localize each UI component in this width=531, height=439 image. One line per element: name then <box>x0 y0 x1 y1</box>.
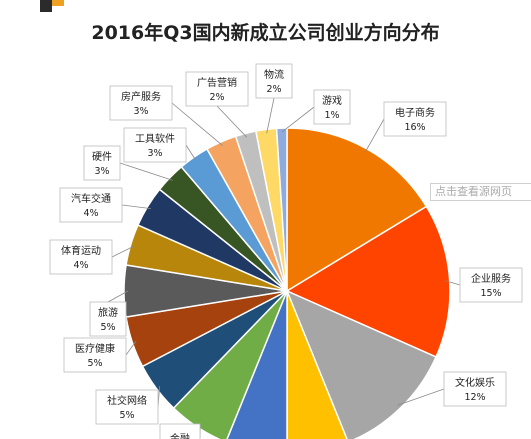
slice-label: 广告营销 <box>197 76 237 89</box>
data-label-box <box>95 389 159 425</box>
slice-label: 体育运动 <box>61 244 101 257</box>
data-label-box <box>255 63 293 99</box>
slice-value-label: 5% <box>87 358 102 369</box>
slice-value-label: 2% <box>209 92 224 103</box>
data-label-box <box>383 101 447 137</box>
data-label-box <box>63 337 127 373</box>
data-label-box <box>59 187 123 223</box>
leader-line <box>364 118 385 153</box>
slice-label: 旅游 <box>98 306 118 319</box>
slice-label: 电子商务 <box>395 106 435 119</box>
slice-value-label: 5% <box>100 322 115 333</box>
data-label-box <box>83 145 121 181</box>
data-label-box <box>159 423 201 439</box>
leader-line <box>171 102 223 146</box>
slice-value-label: 12% <box>464 392 485 403</box>
leader-line <box>185 144 197 161</box>
slice-label: 硬件 <box>92 151 112 163</box>
leader-line <box>107 290 129 303</box>
data-label-box <box>443 371 507 407</box>
leader-line <box>281 106 315 133</box>
slice-value-label: 3% <box>94 166 109 177</box>
leader-line <box>119 162 173 181</box>
pie-slice <box>286 290 348 439</box>
data-label-box <box>49 239 113 275</box>
slice-value-label: 3% <box>147 148 162 159</box>
slice-value-label: 4% <box>83 208 98 219</box>
data-label-box <box>109 85 173 121</box>
corner-logo <box>40 0 52 12</box>
slice-label: 企业服务 <box>471 272 511 285</box>
data-label-box <box>459 267 523 303</box>
slice-value-label: 3% <box>133 106 148 117</box>
slice-value-label: 5% <box>119 410 134 421</box>
slice-value-label: 16% <box>404 122 425 133</box>
slice-label: 工具软件 <box>135 132 175 145</box>
slice-value-label: 1% <box>324 110 339 121</box>
data-label-box <box>123 127 187 163</box>
view-source-link[interactable]: 点击查看源网页 <box>430 183 531 201</box>
slice-value-label: 15% <box>480 288 501 299</box>
corner-logo-accent <box>52 0 64 6</box>
data-label-box <box>313 89 351 125</box>
pie-slice <box>285 205 451 358</box>
leader-line <box>111 245 135 258</box>
data-label-box <box>89 301 127 337</box>
chart-title: 2016年Q3国内新成立公司创业方向分布 <box>91 22 440 44</box>
slice-value-label: 2% <box>266 84 281 95</box>
data-label-box <box>185 71 249 107</box>
leader-line <box>216 105 247 138</box>
leader-line <box>125 340 137 356</box>
slice-value-label: 4% <box>73 260 88 271</box>
slice-label: 金融 <box>170 432 190 439</box>
leader-line <box>266 97 275 134</box>
slice-label: 社交网络 <box>107 394 147 407</box>
slice-label: 物流 <box>264 68 284 81</box>
pie-slice <box>285 289 438 439</box>
slice-label: 医疗健康 <box>75 342 115 355</box>
slice-label: 文化娱乐 <box>455 376 495 389</box>
slice-label: 汽车交通 <box>71 192 111 205</box>
leader-line <box>397 388 445 406</box>
leader-line <box>445 280 461 286</box>
leader-line <box>121 204 152 209</box>
slice-label: 游戏 <box>322 94 342 107</box>
slice-label: 房产服务 <box>121 90 161 103</box>
